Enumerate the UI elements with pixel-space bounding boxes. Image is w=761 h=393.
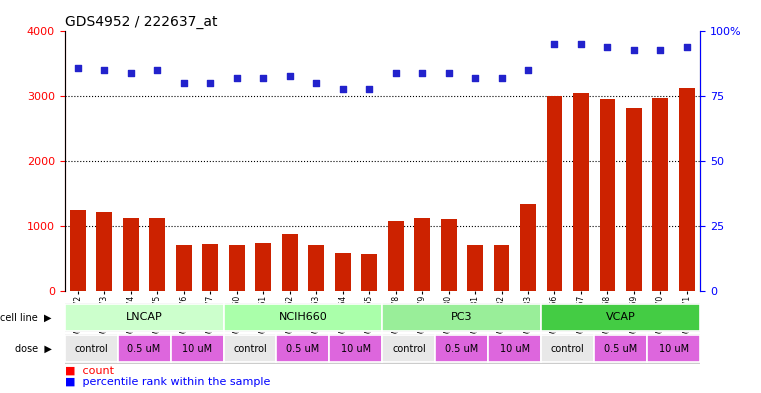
Text: GDS4952 / 222637_at: GDS4952 / 222637_at xyxy=(65,15,217,29)
Bar xyxy=(229,245,245,291)
Bar xyxy=(387,221,403,291)
Bar xyxy=(170,335,224,362)
Text: ■  count: ■ count xyxy=(65,365,113,375)
Text: control: control xyxy=(392,344,425,354)
Text: 10 uM: 10 uM xyxy=(182,344,212,354)
Bar xyxy=(541,304,700,331)
Bar xyxy=(361,254,377,291)
Bar xyxy=(382,304,541,331)
Point xyxy=(257,75,269,81)
Point xyxy=(204,80,216,86)
Text: LNCAP: LNCAP xyxy=(126,312,163,322)
Bar xyxy=(224,304,382,331)
Bar xyxy=(176,245,192,291)
Point xyxy=(442,70,454,76)
Text: control: control xyxy=(233,344,267,354)
Text: VCAP: VCAP xyxy=(606,312,635,322)
Point xyxy=(416,70,428,76)
Bar xyxy=(224,335,276,362)
Bar xyxy=(149,218,165,291)
Text: ■  percentile rank within the sample: ■ percentile rank within the sample xyxy=(65,377,270,387)
Bar xyxy=(467,245,483,291)
Point xyxy=(151,67,164,73)
Point xyxy=(654,46,667,53)
Bar xyxy=(255,244,271,291)
Text: control: control xyxy=(75,344,108,354)
Bar xyxy=(594,335,647,362)
Bar xyxy=(70,210,86,291)
Point xyxy=(125,70,137,76)
Text: control: control xyxy=(551,344,584,354)
Bar xyxy=(330,335,382,362)
Point xyxy=(98,67,110,73)
Bar xyxy=(202,244,218,291)
Bar xyxy=(118,335,170,362)
Point xyxy=(601,44,613,50)
Text: 0.5 uM: 0.5 uM xyxy=(445,344,479,354)
Point xyxy=(284,72,296,79)
Point xyxy=(628,46,640,53)
Point xyxy=(72,64,84,71)
Point xyxy=(231,75,243,81)
Bar xyxy=(573,93,589,291)
Bar xyxy=(435,335,489,362)
Bar xyxy=(520,204,536,291)
Point xyxy=(469,75,481,81)
Bar xyxy=(494,245,510,291)
Point xyxy=(549,41,561,48)
Bar xyxy=(65,304,224,331)
Text: cell line  ▶: cell line ▶ xyxy=(1,312,52,322)
Point xyxy=(310,80,323,86)
Text: 0.5 uM: 0.5 uM xyxy=(286,344,320,354)
Bar xyxy=(489,335,541,362)
Text: 10 uM: 10 uM xyxy=(658,344,689,354)
Text: dose  ▶: dose ▶ xyxy=(15,344,52,354)
Point xyxy=(575,41,587,48)
Point xyxy=(522,67,534,73)
Text: PC3: PC3 xyxy=(451,312,473,322)
Bar xyxy=(679,88,695,291)
Point xyxy=(495,75,508,81)
Text: NCIH660: NCIH660 xyxy=(279,312,327,322)
Bar xyxy=(600,99,616,291)
Bar xyxy=(414,218,430,291)
Bar xyxy=(97,212,113,291)
Bar xyxy=(652,97,668,291)
Bar xyxy=(541,335,594,362)
Text: 0.5 uM: 0.5 uM xyxy=(128,344,161,354)
Bar xyxy=(626,108,642,291)
Bar xyxy=(276,335,330,362)
Point xyxy=(363,85,375,92)
Text: 10 uM: 10 uM xyxy=(341,344,371,354)
Text: 0.5 uM: 0.5 uM xyxy=(604,344,637,354)
Text: 10 uM: 10 uM xyxy=(500,344,530,354)
Bar xyxy=(308,245,324,291)
Bar xyxy=(65,335,118,362)
Point xyxy=(336,85,349,92)
Bar xyxy=(123,218,139,291)
Point xyxy=(178,80,190,86)
Bar xyxy=(382,335,435,362)
Bar xyxy=(282,234,298,291)
Point xyxy=(390,70,402,76)
Bar xyxy=(647,335,700,362)
Bar xyxy=(546,96,562,291)
Bar xyxy=(441,219,457,291)
Bar xyxy=(335,253,351,291)
Point xyxy=(681,44,693,50)
